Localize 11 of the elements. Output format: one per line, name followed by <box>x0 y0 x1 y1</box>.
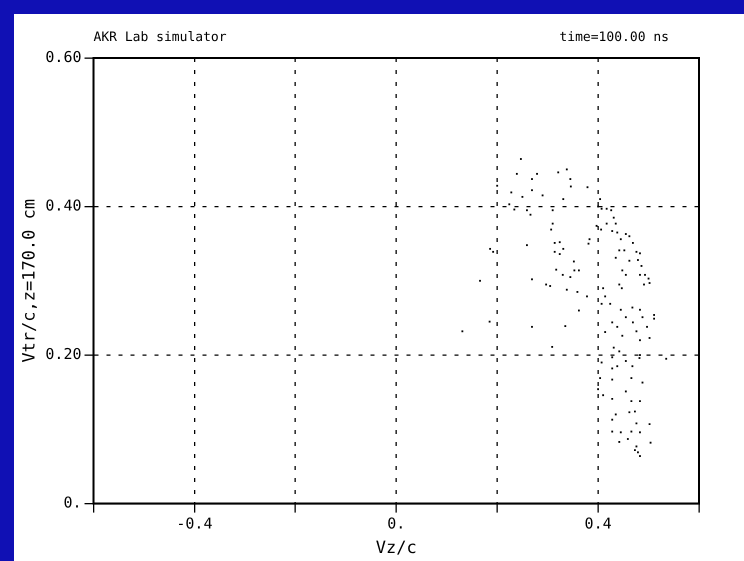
y-tick-label: 0.40 <box>45 196 82 214</box>
text: time=100.00 ns <box>559 30 669 45</box>
x-tick-label: -0.4 <box>176 514 212 532</box>
x-tick-label: 0. <box>387 514 406 532</box>
y-tick-label: 0. <box>63 493 82 512</box>
y-axis-title: Vtr/c,z=170.0 cm <box>20 198 40 363</box>
y-tick-label: 0.60 <box>45 48 82 66</box>
y-tick-label: 0.20 <box>45 344 82 363</box>
text: AKR Lab simulator <box>94 30 227 45</box>
x-axis-title: Vz/c <box>376 538 417 558</box>
x-tick-label: 0.4 <box>584 514 612 532</box>
